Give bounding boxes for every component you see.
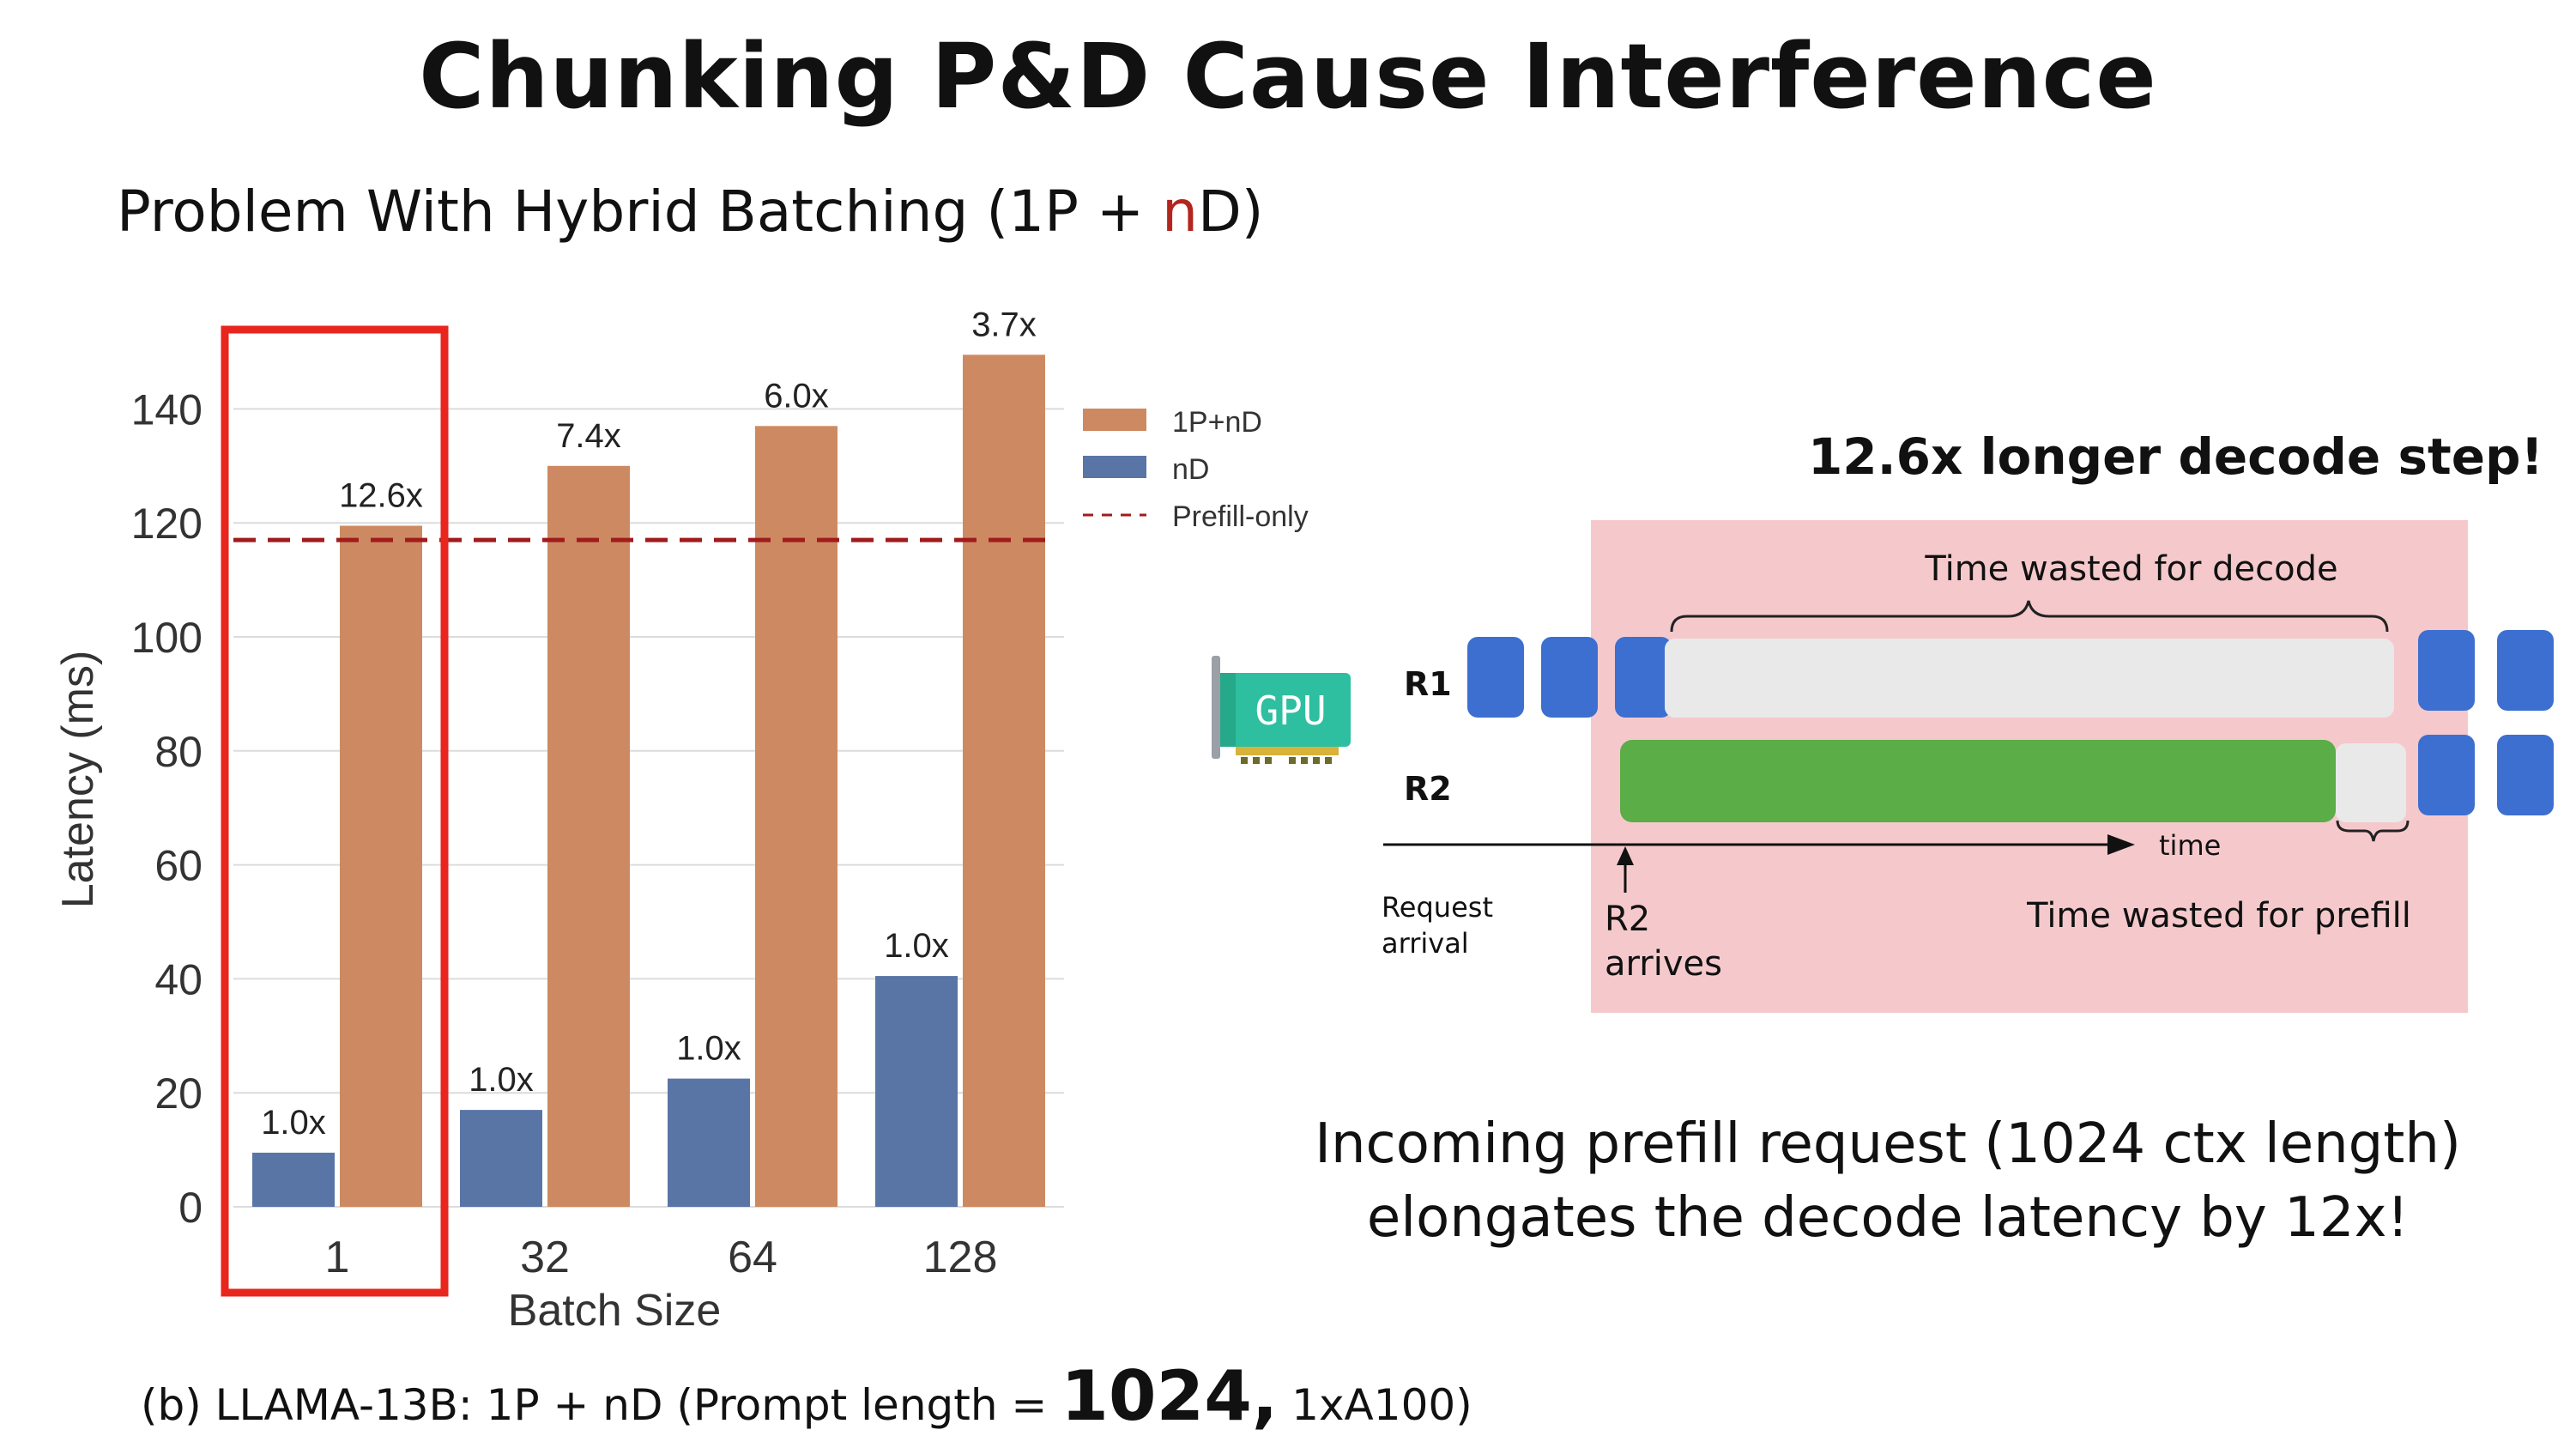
x-tick-label: 128 <box>923 1233 998 1282</box>
y-tick-label: 120 <box>131 500 203 548</box>
bar-data-label: 1.0x <box>676 1030 741 1068</box>
decode-block <box>1541 637 1598 718</box>
caption-suffix: 1xA100) <box>1278 1380 1472 1430</box>
decode-block <box>2497 735 2554 815</box>
bar-1PnD-128 <box>963 354 1045 1207</box>
bar-data-label: 3.7x <box>971 306 1037 343</box>
bar-1PnD-1 <box>340 525 422 1207</box>
prefill-brace <box>2336 820 2410 842</box>
conclusion-line-1: Incoming prefill request (1024 ctx lengt… <box>1315 1112 2461 1176</box>
bar-nD-1 <box>252 1152 335 1207</box>
wasted-decode-label: Time wasted for decode <box>1924 549 2337 589</box>
bar-nD-64 <box>668 1078 750 1207</box>
row-label-r1: R1 <box>1404 665 1452 703</box>
decode-block <box>1467 637 1524 718</box>
r2-arrives-line-1: R2 <box>1605 900 1650 939</box>
r2-idle-bar <box>2336 743 2406 822</box>
bar-1PnD-32 <box>547 465 630 1207</box>
legend-label: 1P+nD <box>1172 406 1262 439</box>
request-arrival-line-1: Request <box>1382 891 1493 924</box>
y-tick-label: 0 <box>178 1184 203 1232</box>
time-label: time <box>2159 829 2221 862</box>
decode-brace <box>1670 600 2389 633</box>
y-axis-label: Latency (ms) <box>53 651 103 909</box>
y-tick-label: 80 <box>154 728 203 776</box>
highlight-box <box>221 325 449 1297</box>
subtitle-suffix: D) <box>1197 179 1264 245</box>
decode-block <box>1615 637 1672 718</box>
legend-label: Prefill-only <box>1172 500 1309 533</box>
conclusion-line-2: elongates the decode latency by 12x! <box>1366 1186 2410 1250</box>
y-tick-label: 100 <box>131 614 203 662</box>
x-tick-label: 32 <box>520 1233 570 1282</box>
y-tick-label: 40 <box>154 955 203 1003</box>
legend-swatch <box>1083 456 1146 478</box>
bar-nD-32 <box>460 1110 542 1207</box>
r1-idle-bar <box>1665 639 2394 718</box>
time-arrowhead <box>2107 834 2135 855</box>
y-tick-label: 140 <box>131 385 203 433</box>
subtitle-highlight: n <box>1162 179 1198 245</box>
conclusion-text: Incoming prefill request (1024 ctx lengt… <box>1236 1107 2540 1255</box>
y-tick-label: 20 <box>154 1069 203 1118</box>
bar-data-label: 7.4x <box>556 417 621 455</box>
bar-data-label: 12.6x <box>339 477 423 515</box>
subtitle-prefix: Problem With Hybrid Batching (1P + <box>117 179 1163 245</box>
diagram-headline: 12.6x longer decode step! <box>1808 427 2543 486</box>
gpu-label: GPU <box>1255 688 1326 734</box>
page-subtitle: Problem With Hybrid Batching (1P + nD) <box>117 179 1264 245</box>
wasted-prefill-label: Time wasted for prefill <box>2026 896 2411 936</box>
caption-prefix: (b) LLAMA-13B: 1P + nD (Prompt length = <box>141 1380 1061 1430</box>
y-tick-label: 60 <box>154 842 203 890</box>
bar-nD-128 <box>875 976 958 1207</box>
decode-block <box>2418 735 2475 815</box>
decode-block <box>2418 630 2475 711</box>
r2-arrival-arrowhead <box>1617 846 1634 865</box>
bar-data-label: 6.0x <box>764 377 829 415</box>
r2-arrives-line-2: arrives <box>1605 944 1722 984</box>
legend-swatch <box>1083 409 1146 431</box>
bar-1PnD-64 <box>755 426 838 1207</box>
r2-prefill-bar <box>1620 740 2336 822</box>
legend-label: nD <box>1172 453 1209 486</box>
request-arrival-line-2: arrival <box>1382 927 1469 960</box>
bar-data-label: 1.0x <box>884 927 949 965</box>
x-tick-label: 64 <box>728 1233 777 1282</box>
x-tick-label: 1 <box>325 1233 350 1282</box>
bar-data-label: 1.0x <box>261 1104 326 1142</box>
bar-data-label: 1.0x <box>469 1061 534 1099</box>
x-axis-label: Batch Size <box>508 1286 722 1336</box>
gpu-icon: GPU <box>1212 656 1351 764</box>
chart-caption: (b) LLAMA-13B: 1P + nD (Prompt length = … <box>141 1356 1472 1436</box>
row-label-r2: R2 <box>1404 770 1452 808</box>
caption-bold: 1024, <box>1061 1356 1279 1436</box>
decode-block <box>2497 630 2554 711</box>
page-title: Chunking P&D Cause Interference <box>419 24 2157 129</box>
